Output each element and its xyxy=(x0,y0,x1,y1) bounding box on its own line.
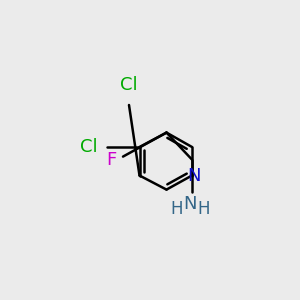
Text: H: H xyxy=(171,200,183,218)
Text: H: H xyxy=(197,200,210,218)
Text: Cl: Cl xyxy=(120,76,138,94)
Text: F: F xyxy=(106,151,116,169)
Text: N: N xyxy=(188,167,201,185)
Text: Cl: Cl xyxy=(80,138,97,156)
Text: N: N xyxy=(184,195,197,213)
